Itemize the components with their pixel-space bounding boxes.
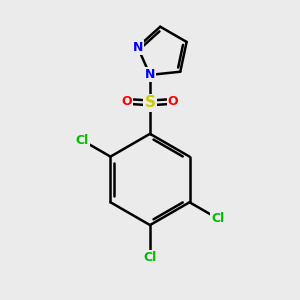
- Text: O: O: [122, 95, 132, 108]
- Text: N: N: [145, 68, 155, 81]
- Text: Cl: Cl: [211, 212, 224, 225]
- Text: N: N: [132, 40, 143, 54]
- Text: Cl: Cl: [143, 251, 157, 264]
- Text: Cl: Cl: [76, 134, 89, 147]
- Text: S: S: [145, 95, 155, 110]
- Text: O: O: [168, 95, 178, 108]
